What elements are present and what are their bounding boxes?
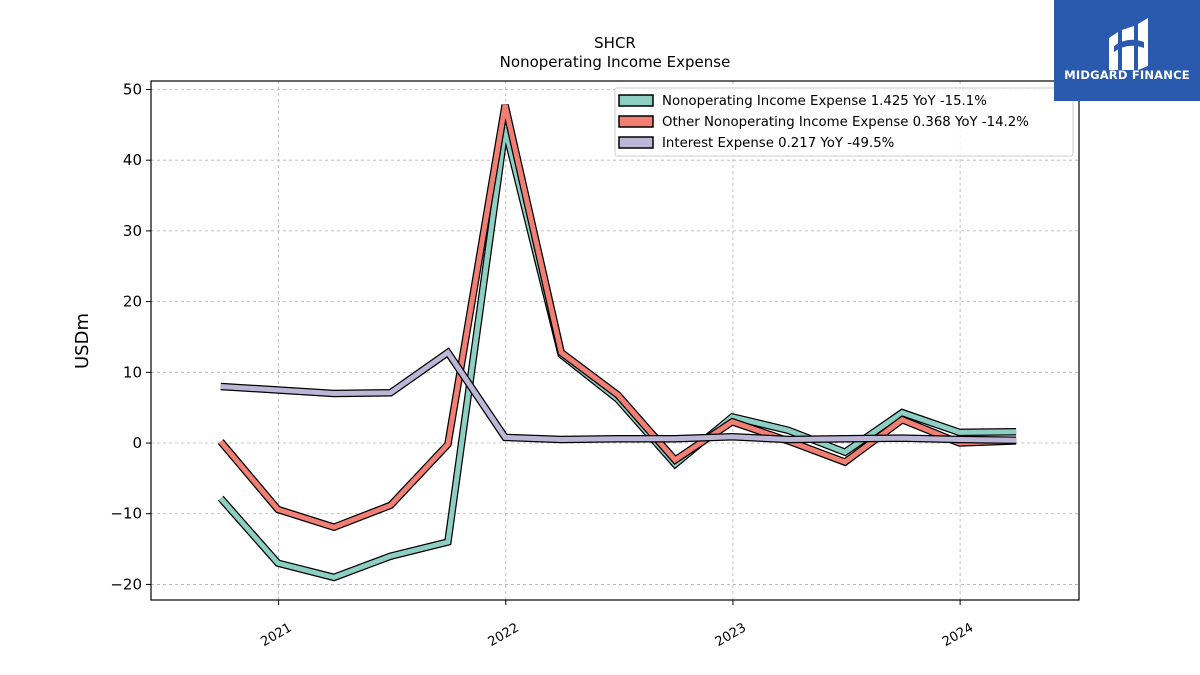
axes: −20 −10 0 10 20 30 40 50 2021 2022 2023 2024	[110, 80, 976, 650]
y-tick-label: 0	[132, 434, 142, 452]
y-tick-label: 40	[123, 151, 142, 169]
y-tick-label: 20	[123, 293, 142, 311]
x-tick-label: 2024	[940, 620, 976, 650]
legend-swatch	[618, 94, 654, 107]
chart-subtitle: Nonoperating Income Expense	[500, 53, 731, 71]
chart-title: SHCR	[594, 34, 636, 52]
y-tick-label: −10	[110, 505, 142, 523]
y-axis-label: USDm	[72, 313, 93, 369]
series-line	[218, 104, 1017, 530]
series-line	[220, 348, 1017, 443]
y-tick-label: 50	[123, 80, 142, 98]
y-tick-label: −20	[110, 575, 142, 593]
x-tick-label: 2021	[258, 620, 294, 650]
y-tick-label: 30	[123, 222, 142, 240]
series-outline	[217, 104, 1017, 532]
x-tick-label: 2022	[486, 620, 522, 650]
legend-label: Interest Expense 0.217 YoY -49.5%	[662, 136, 894, 151]
y-tick-label: 10	[123, 363, 142, 381]
logo-mark-icon	[1109, 18, 1148, 70]
legend-box	[614, 87, 1074, 157]
series-outline	[217, 127, 1017, 582]
legend-label: Other Nonoperating Income Expense 0.368 …	[662, 115, 1029, 130]
series-line	[218, 127, 1017, 581]
legend-label: Nonoperating Income Expense 1.425 YoY -1…	[662, 94, 987, 109]
logo-text: MIDGARD FINANCE	[1064, 68, 1190, 82]
plot-frame	[150, 80, 1080, 601]
legend-swatch	[618, 136, 654, 149]
legend: Nonoperating Income Expense 1.425 YoY -1…	[614, 87, 1074, 157]
grid	[151, 81, 1079, 600]
x-tick-label: 2023	[713, 620, 749, 650]
brand-logo: MIDGARD FINANCE	[1054, 0, 1200, 101]
series-lines	[217, 104, 1017, 582]
legend-swatch	[618, 115, 654, 128]
